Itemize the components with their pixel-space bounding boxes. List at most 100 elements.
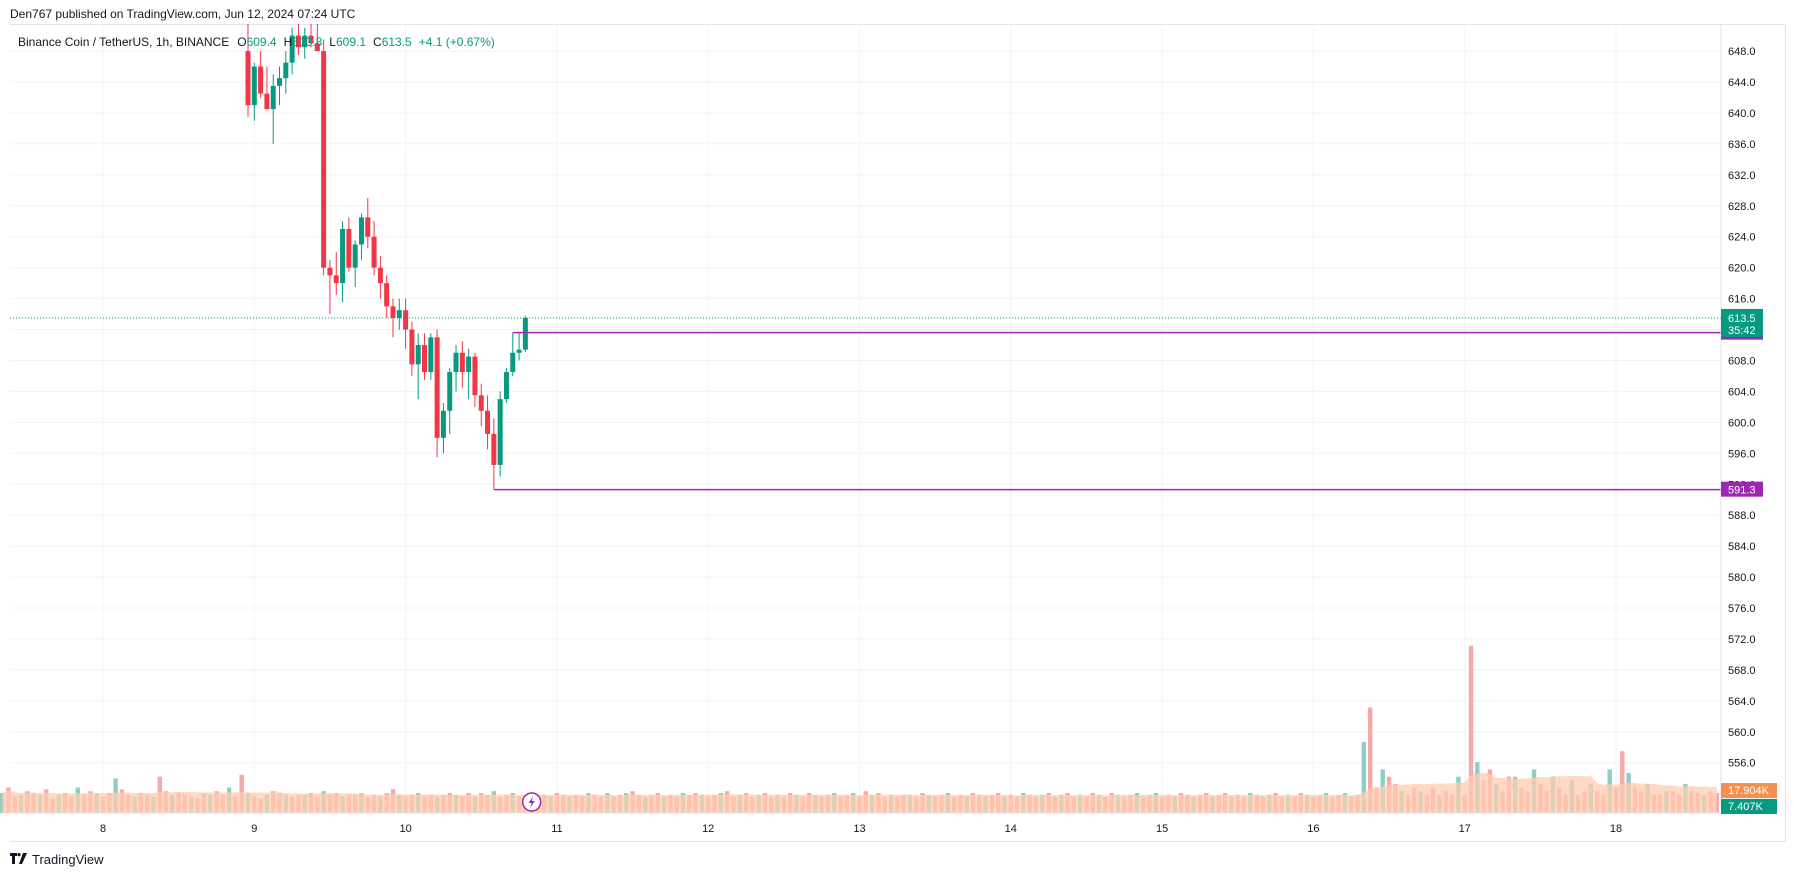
last-price-label: 613.5	[1728, 313, 1756, 325]
chart-legend: Binance Coin / TetherUS, 1h, BINANCE O609…	[18, 35, 502, 49]
x-tick-label: 12	[702, 823, 714, 835]
legend-change: +4.1 (+0.67%)	[418, 35, 495, 49]
candle-body	[453, 352, 459, 373]
y-tick-label: 564.0	[1728, 696, 1756, 708]
candle-body	[308, 35, 314, 44]
candle-body	[491, 433, 497, 465]
y-tick-label: 628.0	[1728, 201, 1756, 213]
axes: 648.0 644.0 640.0 636.0 632.0 628.0 624.0 620.0…	[10, 24, 1777, 835]
x-tick-label: 17	[1459, 823, 1471, 835]
candle-body	[258, 66, 264, 94]
y-tick-label: 616.0	[1728, 294, 1756, 306]
y-tick-label: 632.0	[1728, 170, 1756, 182]
candle-body	[403, 310, 409, 330]
candle-body	[321, 51, 327, 268]
candle-body	[346, 228, 352, 268]
y-tick-label: 600.0	[1728, 417, 1756, 429]
level-lines	[10, 317, 1721, 491]
candle-body	[277, 78, 283, 86]
candle-body	[409, 329, 415, 365]
candle-body	[289, 35, 295, 63]
legend-close-label: C	[373, 35, 382, 49]
tradingview-logo-icon	[10, 852, 28, 867]
volume-bar	[1367, 707, 1373, 813]
candle-body	[522, 317, 528, 350]
legend-symbol: Binance Coin / TetherUS, 1h, BINANCE	[18, 35, 230, 49]
countdown-label: 35:42	[1728, 325, 1756, 337]
candle-body	[264, 93, 270, 110]
candle-body	[428, 337, 434, 373]
y-tick-label: 568.0	[1728, 665, 1756, 677]
candle-body	[314, 43, 320, 52]
candle-body	[497, 399, 503, 465]
grid-lines	[10, 24, 1721, 813]
tradingview-footer[interactable]: TradingView	[10, 852, 104, 867]
candle-body	[396, 310, 402, 318]
candle-body	[295, 35, 301, 48]
candle-body	[516, 349, 522, 353]
candle-body	[333, 275, 339, 284]
y-tick-label: 620.0	[1728, 263, 1756, 275]
lightning-icon[interactable]	[521, 792, 542, 812]
candle-body	[283, 62, 289, 79]
candle-body	[251, 66, 257, 106]
candle-body	[510, 352, 516, 373]
y-tick-label: 648.0	[1728, 46, 1756, 58]
candle-body	[472, 356, 478, 396]
y-tick-label: 580.0	[1728, 572, 1756, 584]
volume-bar	[1361, 742, 1367, 813]
y-tick-label: 588.0	[1728, 510, 1756, 522]
legend-low-value: 609.1	[335, 35, 367, 49]
legend-high-label: H	[283, 35, 293, 49]
candle-body	[459, 352, 465, 373]
candles	[245, 24, 528, 490]
candle-body	[440, 410, 446, 438]
candle-body	[270, 85, 276, 110]
publisher-line: Den767 published on TradingView.com, Jun…	[10, 7, 356, 21]
candle-body	[340, 228, 346, 284]
volume-badge-label: 17.904K	[1728, 785, 1770, 797]
candle-body	[365, 217, 371, 237]
candle-body	[358, 217, 364, 245]
volume-ma-area	[2, 772, 1717, 813]
level-badge	[1721, 481, 1763, 497]
candle-body	[415, 345, 421, 365]
tradingview-brand: TradingView	[32, 852, 104, 867]
y-tick-label: 560.0	[1728, 727, 1756, 739]
y-tick-label: 640.0	[1728, 108, 1756, 120]
y-tick-label: 584.0	[1728, 541, 1756, 553]
volume-pane	[0, 645, 1720, 813]
y-tick-label: 608.0	[1728, 355, 1756, 367]
x-tick-label: 14	[1005, 823, 1017, 835]
candle-body	[485, 410, 491, 434]
candle-body	[434, 337, 440, 438]
candle-body	[352, 244, 358, 268]
legend-close-value: 613.5	[381, 35, 412, 49]
candle-body	[466, 356, 472, 373]
level-badge-label: 591.3	[1728, 485, 1756, 497]
x-tick-label: 8	[100, 823, 106, 835]
y-tick-label: 576.0	[1728, 603, 1756, 615]
candle-body	[422, 345, 428, 373]
candle-body	[245, 51, 251, 106]
candle-body	[447, 372, 453, 411]
last-price-badge	[1721, 308, 1763, 337]
y-tick-label: 596.0	[1728, 448, 1756, 460]
volume-badge	[1721, 783, 1777, 798]
x-tick-label: 10	[399, 823, 411, 835]
x-tick-label: 9	[251, 823, 257, 835]
legend-open-label: O	[237, 35, 247, 49]
x-tick-label: 11	[551, 823, 562, 835]
candle-body	[377, 267, 383, 284]
candle-body	[302, 35, 308, 48]
y-tick-label: 636.0	[1728, 139, 1756, 151]
x-tick-label: 18	[1610, 823, 1622, 835]
legend-open-value: 609.4	[246, 35, 277, 49]
candle-body	[327, 267, 333, 276]
candle-body	[503, 372, 509, 400]
legend-high-value: 613.8	[292, 35, 323, 49]
volume-bar	[1468, 645, 1474, 813]
y-tick-label: 624.0	[1728, 232, 1756, 244]
legend-low-label: L	[329, 35, 336, 49]
